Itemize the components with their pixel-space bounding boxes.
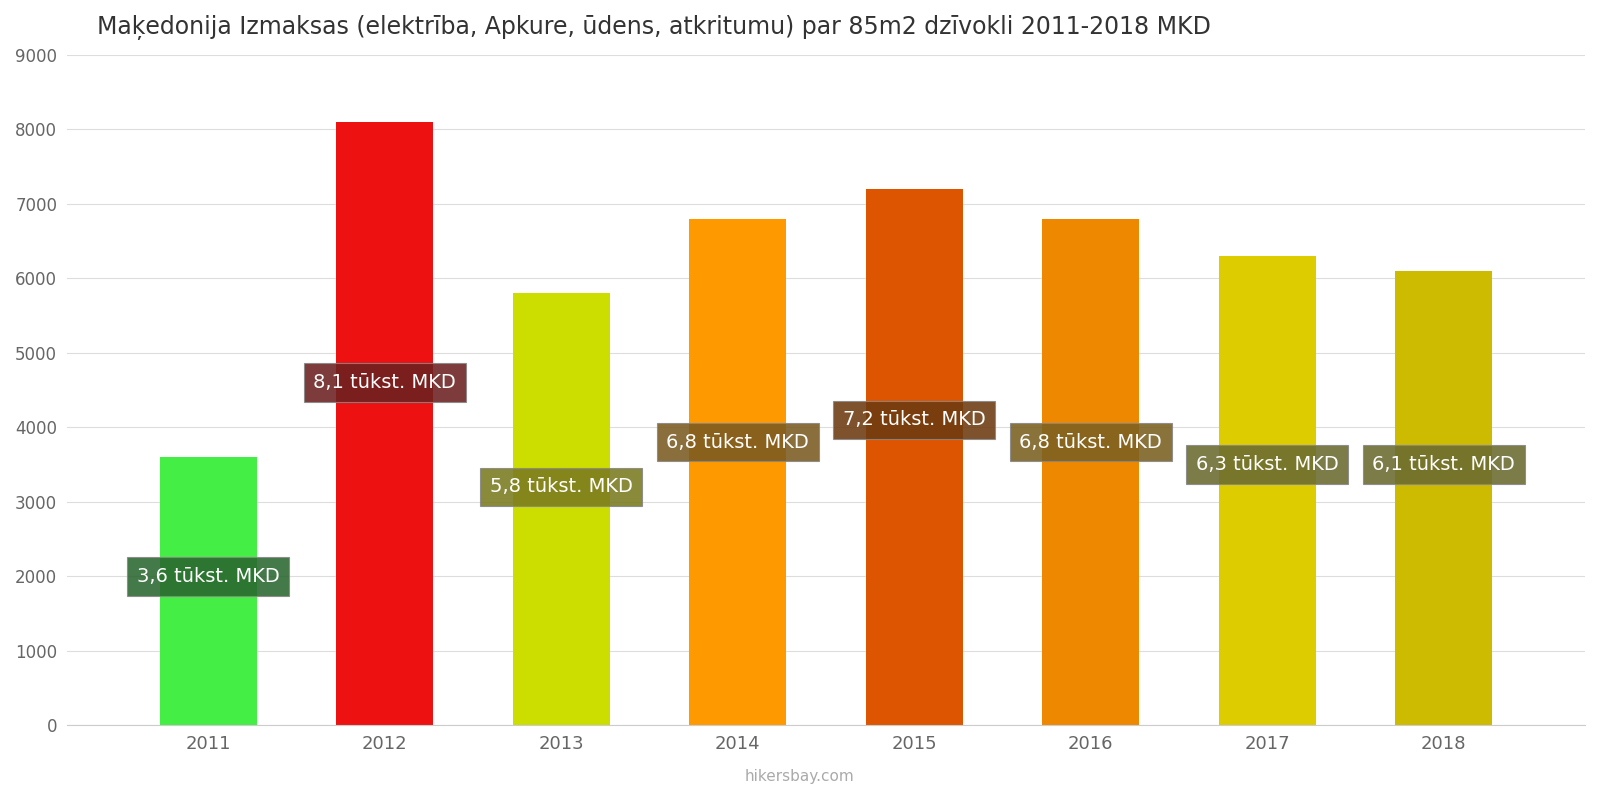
Text: Maķedonija Izmaksas (elektrība, Apkure, ūdens, atkritumu) par 85m2 dzīvokli 2011: Maķedonija Izmaksas (elektrība, Apkure, … — [98, 15, 1211, 40]
Bar — [160, 457, 256, 726]
Text: hikersbay.com: hikersbay.com — [746, 769, 854, 784]
Bar — [690, 218, 786, 726]
Bar — [512, 294, 610, 726]
Bar — [866, 189, 963, 726]
Bar — [1042, 218, 1139, 726]
Bar — [1395, 271, 1493, 726]
Text: 6,8 tūkst. MKD: 6,8 tūkst. MKD — [1019, 433, 1162, 452]
Bar — [336, 122, 434, 726]
Text: 8,1 tūkst. MKD: 8,1 tūkst. MKD — [314, 373, 456, 392]
Text: 6,1 tūkst. MKD: 6,1 tūkst. MKD — [1373, 455, 1515, 474]
Text: 3,6 tūkst. MKD: 3,6 tūkst. MKD — [136, 566, 280, 586]
Bar — [1219, 256, 1315, 726]
Text: 6,8 tūkst. MKD: 6,8 tūkst. MKD — [666, 433, 810, 452]
Text: 6,3 tūkst. MKD: 6,3 tūkst. MKD — [1195, 455, 1339, 474]
Text: 5,8 tūkst. MKD: 5,8 tūkst. MKD — [490, 478, 632, 496]
Text: 7,2 tūkst. MKD: 7,2 tūkst. MKD — [843, 410, 986, 430]
